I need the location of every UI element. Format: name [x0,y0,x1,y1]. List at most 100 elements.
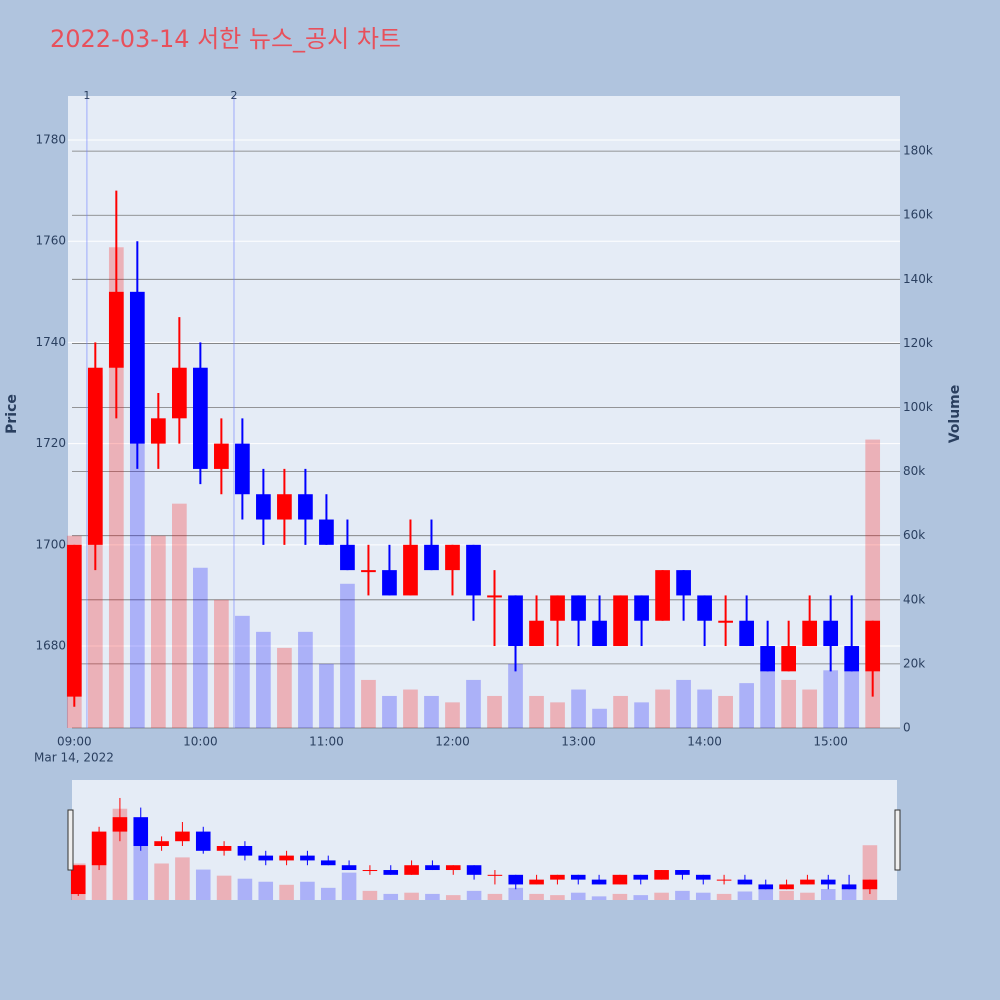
candle-body [108,291,124,368]
slider-volume-bar [487,893,503,900]
slider-volume-bar [341,872,357,900]
candle-body [634,595,649,621]
y2-tick-label: 80k [903,464,925,478]
slider-candle-body [70,865,86,895]
volume-bar [655,689,670,728]
candle-body [592,620,607,647]
slider-volume-bar [404,892,419,900]
y2-axis-title: Volume [947,385,963,444]
slider-candle-body [466,865,482,875]
slider-candle-body [841,884,857,890]
candle-body [129,291,145,444]
candle-body [529,620,544,647]
slider-volume-bar [466,890,482,900]
slider-volume-bar [591,896,607,900]
candle-body [150,418,166,444]
candle-body [508,595,523,647]
slider-candle-body [154,841,169,847]
slider-volume-bar [737,891,753,900]
slider-volume-bar [300,881,315,900]
slider-candle-body [862,879,878,890]
slider-volume-bar [758,887,774,900]
slider-candle-body [445,865,461,871]
y-tick-label: 1760 [35,234,66,248]
x-tick-label: 11:00 [309,735,344,749]
range-handle[interactable] [67,809,74,871]
candle-body [319,519,334,545]
plot-area [68,96,900,728]
volume-bar [676,679,691,728]
x-tick-label: 12:00 [435,735,470,749]
candle-body [865,620,881,672]
slider-candle-body [383,870,399,875]
candle-body [87,367,103,545]
slider-volume-bar [820,889,836,900]
y2-tick-label: 20k [903,656,925,670]
x-tick-label: 14:00 [687,735,722,749]
volume-bar [150,535,166,728]
volume-bar [424,695,439,728]
slider-candle-body [695,874,711,880]
annotation-label: 2 [230,89,237,102]
slider-candle-body [779,884,794,890]
slider-candle-body [404,865,419,875]
candle-body [823,620,839,647]
volume-bar [487,695,502,728]
candle-body [487,595,502,598]
slider-volume-bar [779,890,794,900]
slider-candle-body [341,865,357,871]
slider-candle-body [529,879,544,885]
y2-tick-label: 180k [903,144,933,158]
slider-candle-body [654,870,669,880]
slider-candle-body [612,874,628,885]
layers: 1680 1700 1720 1740 1760 1780 0 20k 40k 60k 80k 100… [35,89,933,900]
candle-body [445,544,460,571]
x-tick-label: 15:00 [813,735,848,749]
slider-volume-bar [716,893,732,900]
slider-candle-body [737,879,753,885]
slider-volume-bar [320,887,336,900]
y2-tick-label: 0 [903,721,911,735]
candle-body [361,570,376,573]
volume-bar [529,695,544,728]
volume-bar [550,702,565,728]
slider-volume-bar [529,893,544,900]
slider-candle-body [487,874,503,876]
slider-candle-body [362,870,378,872]
slider-volume-bar [216,875,232,900]
slider-candle-body [279,855,294,861]
candle-body [403,544,418,596]
slider-candle-body [508,874,524,885]
volume-bar [781,679,796,728]
range-handle[interactable] [894,809,901,871]
volume-bar [508,663,523,728]
y2-tick-label: 60k [903,528,925,542]
candle-body [781,646,796,672]
candle-body [697,595,712,621]
slider-candle-body [216,846,232,851]
candle-body [760,646,775,672]
slider-candle-body [820,879,836,885]
volume-bar [445,702,460,728]
slider-candle-body [633,874,649,880]
slider-volume-bar [195,869,211,900]
range-slider[interactable] [72,780,897,900]
slider-candle-body [91,831,107,866]
candle-body [466,544,481,596]
slider-candle-body [195,831,211,851]
slider-volume-bar [279,884,294,900]
candle-body [256,494,271,520]
slider-candle-body [675,870,690,875]
slider-volume-bar [425,893,440,900]
volume-bar [466,679,481,728]
candle-body [676,570,691,596]
chart-title: 2022-03-14 서한 뉴스_공시 차트 [50,25,401,53]
candle-body [277,494,292,520]
volume-bar [802,689,818,728]
slider-volume-bar [508,887,524,900]
volume-bar [361,679,376,728]
candle-body [739,620,754,647]
slider-candle-body [175,831,190,842]
slider-volume-bar [175,857,190,900]
annotation-label: 1 [83,89,90,102]
